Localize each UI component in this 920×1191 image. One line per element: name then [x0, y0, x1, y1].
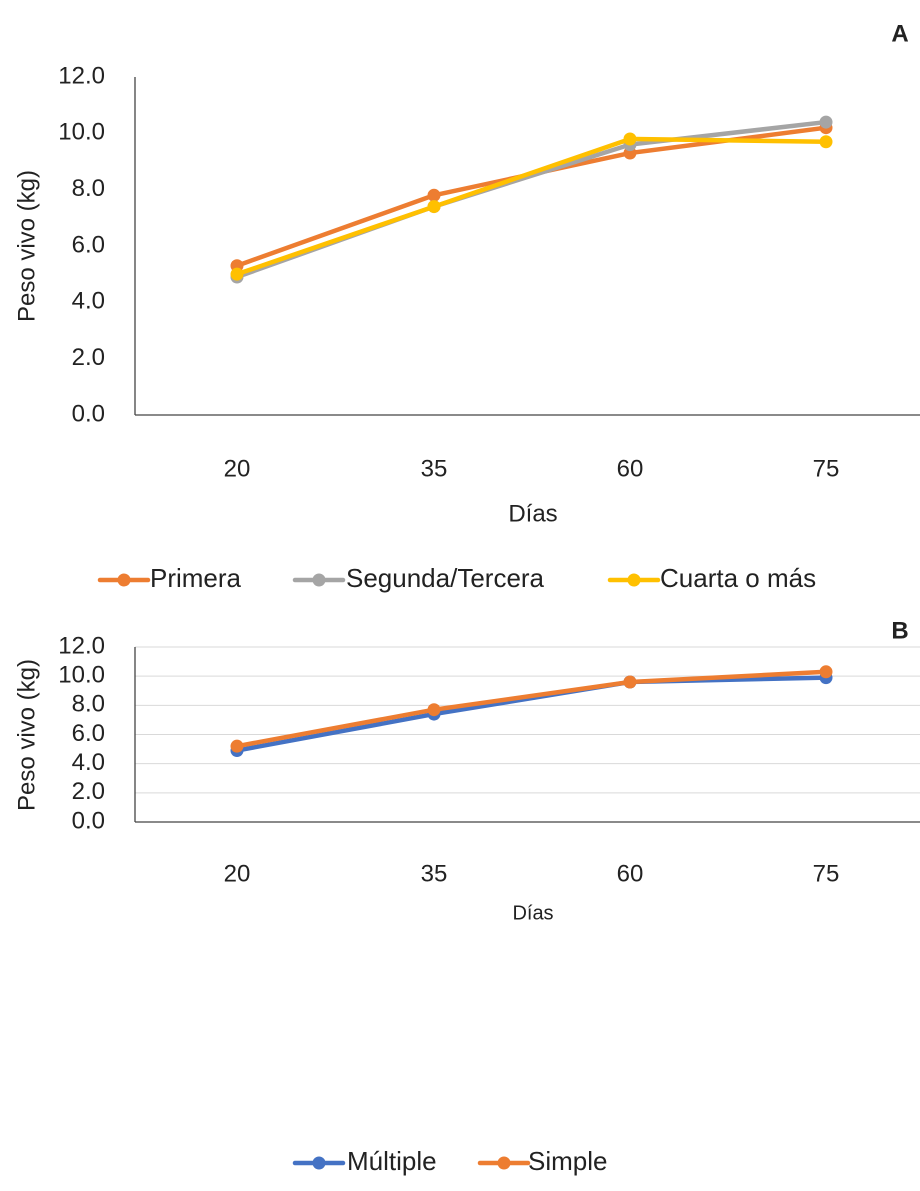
y-axis-title: Peso vivo (kg)	[13, 170, 40, 322]
x-axis-title: Días	[508, 500, 557, 527]
y-tick-label: 10.0	[58, 662, 105, 689]
y-tick-label: 10.0	[58, 119, 105, 146]
x-tick-label: 75	[813, 860, 840, 887]
data-point	[623, 675, 637, 689]
legend-marker	[627, 573, 641, 587]
x-tick-label: 75	[813, 455, 840, 482]
series-line-0	[234, 675, 829, 753]
data-point	[819, 115, 833, 129]
panel-label: A	[891, 20, 908, 47]
chart-panel-b: B 0.02.04.06.08.010.0 12.0 20 35 60 75 Peso viv…	[13, 617, 920, 1176]
data-point	[427, 200, 441, 214]
legend-label: Simple	[528, 1146, 607, 1176]
x-tick-label: 35	[421, 455, 448, 482]
series-line-1	[234, 119, 829, 280]
panel-label: B	[891, 617, 908, 644]
data-point	[230, 739, 244, 753]
series-line-1	[234, 669, 829, 749]
x-tick-label: 20	[224, 860, 251, 887]
data-point	[230, 267, 244, 281]
y-tick-label: 8.0	[72, 175, 105, 202]
series-line-2	[234, 136, 829, 277]
y-tick-label: 8.0	[72, 691, 105, 718]
data-point	[623, 132, 637, 146]
legend-label: Primera	[150, 563, 242, 593]
data-point	[427, 188, 441, 202]
data-point	[819, 135, 833, 149]
legend-label: Cuarta o más	[660, 563, 816, 593]
data-point	[819, 665, 833, 679]
y-tick-label: 0.0	[72, 400, 105, 427]
y-tick-label: 12.0	[58, 632, 105, 659]
x-tick-label: 60	[617, 455, 644, 482]
data-point	[427, 703, 441, 717]
y-tick-label: 6.0	[72, 720, 105, 747]
x-axis-title: Días	[512, 902, 553, 924]
y-axis-title: Peso vivo (kg)	[13, 659, 40, 811]
x-tick-label: 35	[421, 860, 448, 887]
y-tick-label: 12.0	[58, 62, 105, 89]
legend-marker	[312, 573, 326, 587]
y-tick-label: 2.0	[72, 344, 105, 371]
y-tick-label: 2.0	[72, 778, 105, 805]
x-tick-label: 60	[617, 860, 644, 887]
y-tick-label: 0.0	[72, 807, 105, 834]
legend-label: Segunda/Tercera	[346, 563, 545, 593]
x-tick-label: 20	[224, 455, 251, 482]
y-tick-label: 6.0	[72, 231, 105, 258]
y-tick-label: 4.0	[72, 288, 105, 315]
chart-panel-a: A 0.0 2.0 4.0 6.0 8.0 10.0 12.0 20 35 60 75 Peso viv…	[13, 20, 920, 593]
y-tick-label: 4.0	[72, 749, 105, 776]
legend-marker	[497, 1156, 511, 1170]
legend-label: Múltiple	[347, 1146, 437, 1176]
legend-marker	[312, 1156, 326, 1170]
legend-marker	[117, 573, 131, 587]
